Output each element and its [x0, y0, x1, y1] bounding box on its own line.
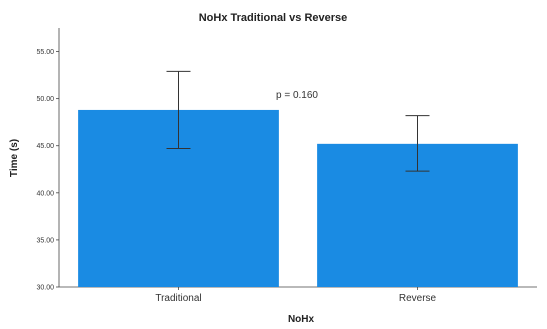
- y-tick-label: 45.00: [36, 143, 54, 150]
- x-tick-label-reverse: Reverse: [399, 293, 437, 304]
- y-tick-label: 35.00: [36, 237, 54, 244]
- x-axis-label: NoHx: [288, 314, 315, 325]
- p-value-annotation: p = 0.160: [276, 90, 318, 101]
- y-tick-label: 30.00: [36, 285, 54, 292]
- y-tick-label: 55.00: [36, 49, 54, 56]
- y-axis-label: Time (s): [9, 139, 20, 177]
- y-tick-label: 40.00: [36, 190, 54, 197]
- error-bar-reverse: [405, 115, 430, 172]
- y-tick-label: 50.00: [36, 96, 54, 103]
- chart-title: NoHx Traditional vs Reverse: [199, 12, 348, 24]
- error-bar-traditional: [166, 70, 191, 150]
- x-tick-label-traditional: Traditional: [155, 293, 201, 304]
